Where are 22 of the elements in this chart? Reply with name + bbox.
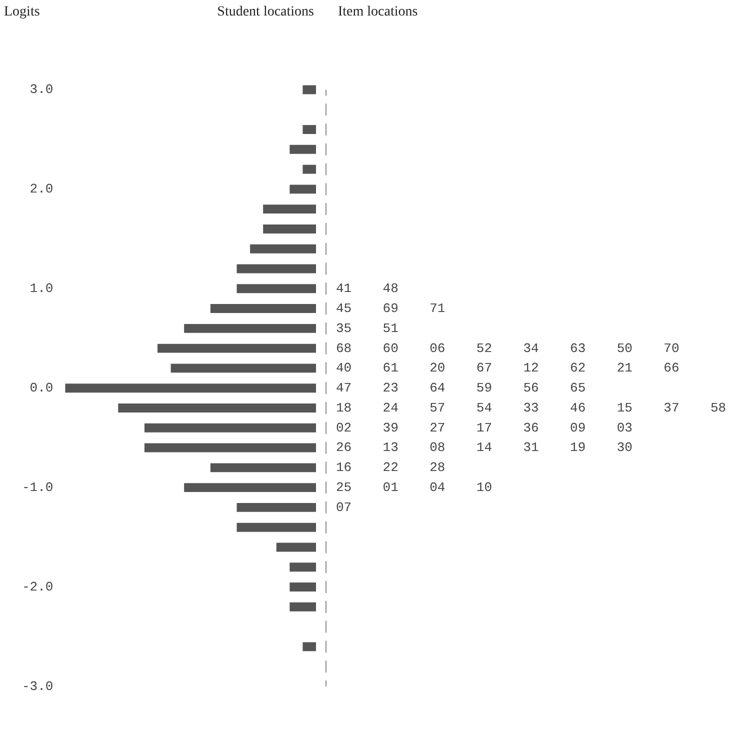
text: 41 48 bbox=[336, 281, 398, 296]
text: 68 60 06 52 34 63 50 70 bbox=[336, 340, 680, 356]
text: 40 61 20 67 12 62 21 66 bbox=[336, 360, 680, 376]
text: 02 39 27 17 36 09 03 bbox=[336, 420, 632, 436]
text: 25 01 04 10 bbox=[336, 480, 492, 495]
text: 18 24 57 54 33 46 15 37 58 bbox=[336, 400, 726, 416]
text: Item locations bbox=[338, 4, 418, 20]
y-tick-label: 2.0 bbox=[30, 182, 54, 197]
x-axis-title: Student locations bbox=[217, 4, 314, 20]
text: 16 22 28 bbox=[336, 460, 446, 476]
text: 35 51 bbox=[336, 320, 399, 336]
text: 45 69 71 bbox=[336, 300, 446, 316]
y-tick-label: -3.0 bbox=[22, 678, 54, 694]
y-tick-label: 3.0 bbox=[30, 82, 54, 98]
y-axis-title: Logits bbox=[4, 4, 40, 20]
text: 07 bbox=[336, 500, 352, 515]
y-tick-label: 0.0 bbox=[30, 380, 54, 396]
text: 26 13 08 14 31 19 30 bbox=[336, 440, 632, 456]
y-tick-label: -1.0 bbox=[22, 480, 54, 495]
text: 47 23 64 59 56 65 bbox=[336, 380, 586, 396]
y-tick-label: 1.0 bbox=[30, 281, 54, 296]
y-tick-label: -2.0 bbox=[22, 579, 54, 594]
